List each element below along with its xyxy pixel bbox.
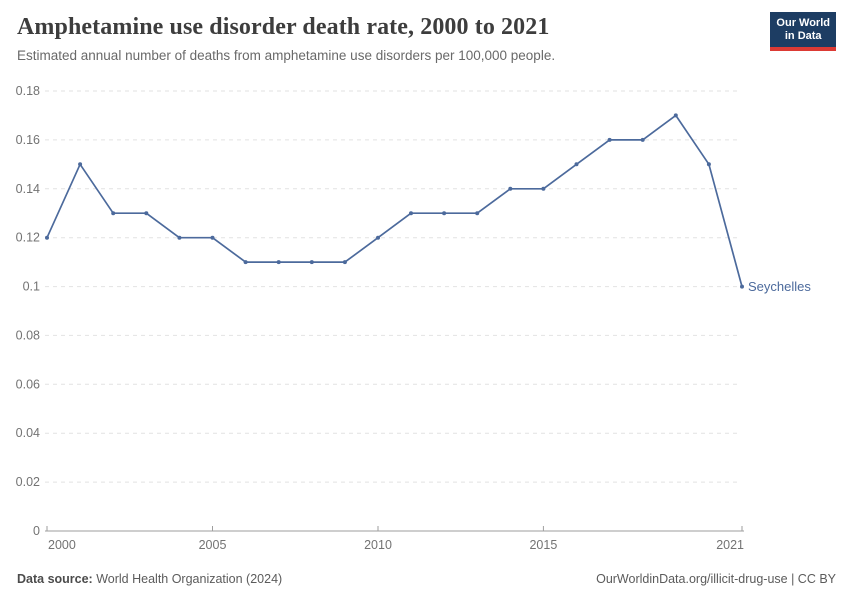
data-point[interactable]: [276, 260, 281, 265]
data-point[interactable]: [210, 235, 215, 240]
data-point[interactable]: [78, 162, 83, 167]
page-title: Amphetamine use disorder death rate, 200…: [17, 14, 550, 40]
data-point[interactable]: [111, 211, 116, 216]
credit-link[interactable]: OurWorldinData.org/illicit-drug-use | CC…: [596, 572, 836, 586]
owid-logo-line1: Our World: [776, 17, 830, 29]
data-point[interactable]: [541, 186, 546, 191]
y-tick-label: 0: [33, 524, 40, 538]
data-point[interactable]: [376, 235, 380, 240]
data-point[interactable]: [45, 235, 49, 240]
chart-footer: Data source: World Health Organization (…: [17, 572, 836, 586]
data-source-text: World Health Organization (2024): [96, 572, 283, 586]
owid-logo[interactable]: Our World in Data: [770, 12, 836, 52]
data-source-label: Data source:: [17, 572, 93, 586]
data-point[interactable]: [442, 211, 447, 216]
data-point[interactable]: [706, 162, 711, 167]
chart-subtitle: Estimated annual number of deaths from a…: [17, 48, 556, 63]
x-tick-label: 2010: [364, 538, 392, 552]
chart-header: Amphetamine use disorder death rate, 200…: [17, 14, 760, 63]
data-point[interactable]: [177, 235, 182, 240]
data-point[interactable]: [409, 211, 413, 216]
x-tick-label: 2015: [529, 538, 557, 552]
owid-logo-line2: in Data: [784, 30, 822, 43]
series-end-label[interactable]: Seychelles: [748, 279, 811, 294]
y-tick-label: 0.12: [16, 231, 40, 245]
y-tick-label: 0.16: [16, 133, 40, 147]
data-point[interactable]: [640, 137, 645, 142]
data-point[interactable]: [673, 113, 678, 118]
y-tick-label: 0.08: [16, 328, 40, 342]
x-tick-label: 2005: [199, 538, 227, 552]
y-tick-label: 0.04: [16, 426, 40, 440]
data-point[interactable]: [342, 260, 347, 265]
data-point[interactable]: [574, 162, 579, 167]
y-tick-label: 0.18: [16, 84, 40, 98]
x-tick-label: 2000: [48, 538, 76, 552]
series-line-seychelles[interactable]: [46, 114, 743, 288]
data-point[interactable]: [243, 260, 248, 265]
data-point[interactable]: [607, 137, 612, 142]
y-tick-label: 0.14: [16, 182, 40, 196]
y-tick-label: 0.02: [16, 475, 40, 489]
data-source-note: Data source: World Health Organization (…: [17, 572, 282, 586]
data-point[interactable]: [740, 284, 744, 289]
data-point[interactable]: [475, 211, 480, 216]
x-tick-label: 2021: [716, 538, 744, 552]
data-point[interactable]: [309, 260, 314, 265]
data-point[interactable]: [144, 211, 149, 216]
y-tick-label: 0.06: [16, 377, 40, 391]
y-tick-label: 0.1: [23, 280, 40, 294]
data-point[interactable]: [508, 186, 513, 191]
